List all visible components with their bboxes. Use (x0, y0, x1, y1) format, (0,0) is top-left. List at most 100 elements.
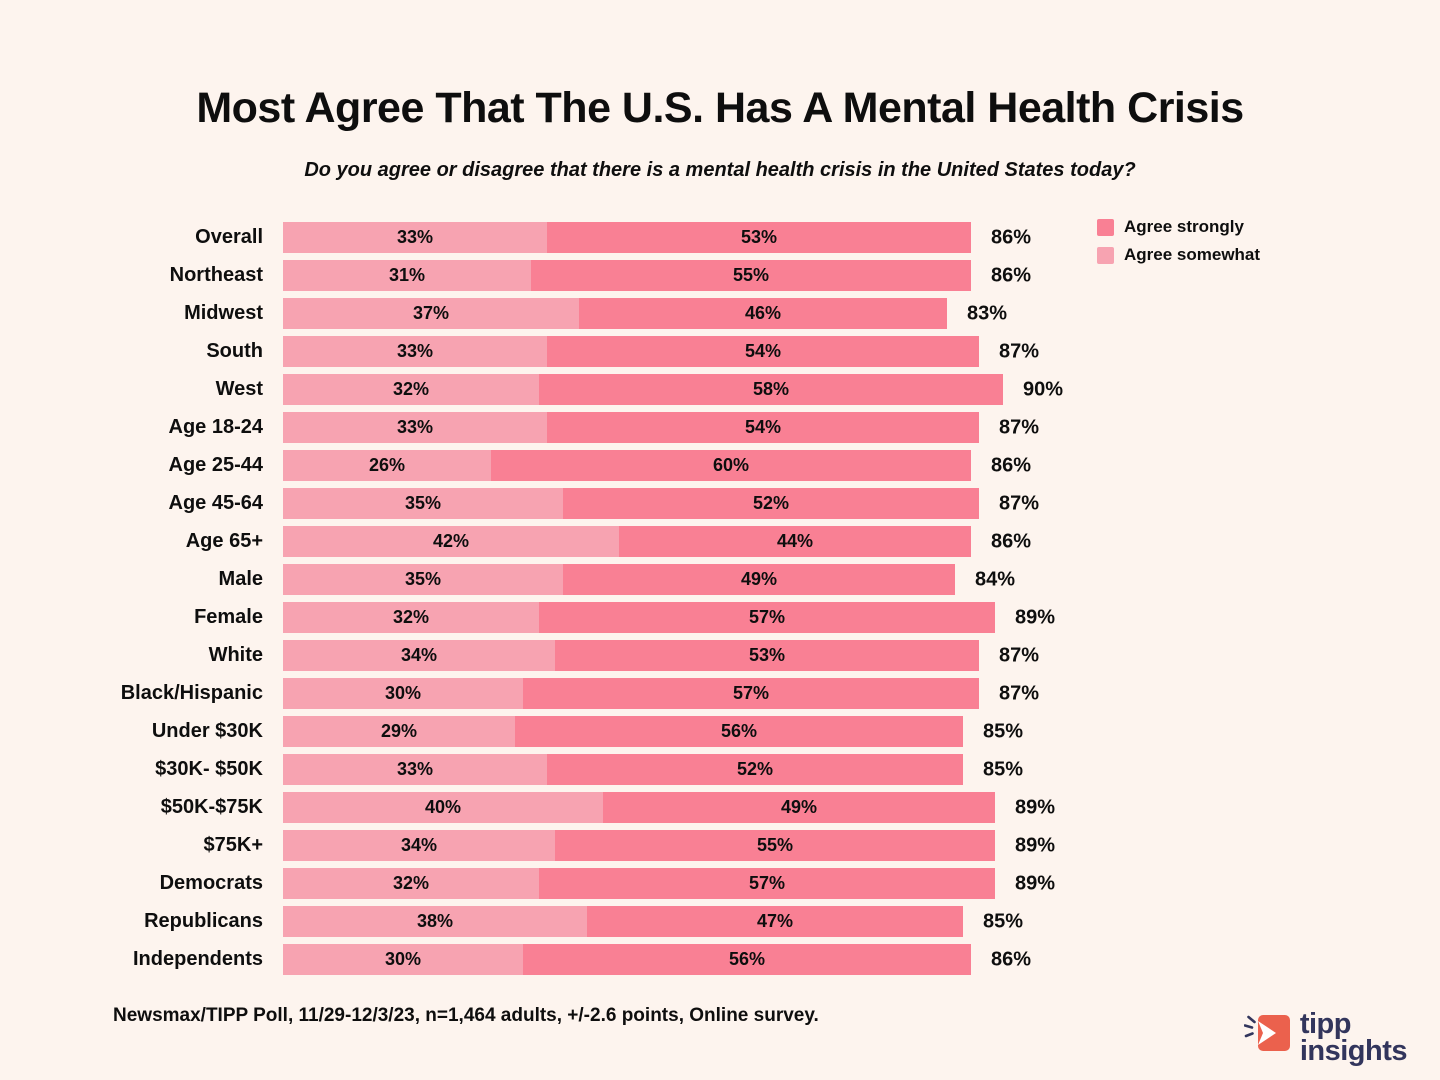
segment-value-label: 49% (780, 797, 818, 817)
segment-value-label: 33% (396, 759, 434, 779)
segment-value-label: 55% (732, 265, 770, 285)
segment-value-label: 30% (384, 949, 422, 969)
bar-row-white: White 34% 53% 87% (113, 640, 1440, 671)
segment-value-label: 32% (392, 379, 430, 399)
segment-value-label: 35% (404, 569, 442, 589)
bar-segment-agree-strongly: 54% (547, 336, 979, 367)
segment-value-label: 46% (744, 303, 782, 323)
bar-track: 40% 49% 89% (283, 792, 1083, 823)
bar-row-male: Male 35% 49% 84% (113, 564, 1440, 595)
segment-value-label: 34% (400, 835, 438, 855)
category-label: Overall (195, 226, 263, 248)
segment-value-label: 42% (432, 531, 470, 551)
legend-item-agree-somewhat: Agree somewhat (1097, 245, 1260, 265)
bar-segment-agree-somewhat: 32% (283, 868, 539, 899)
bar-segment-agree-somewhat: 38% (283, 906, 587, 937)
bar-segment-agree-strongly: 57% (539, 868, 995, 899)
bar-segment-agree-strongly: 46% (579, 298, 947, 329)
bar-track: 30% 57% 87% (283, 678, 1083, 709)
total-value-label: 86% (991, 454, 1032, 476)
segment-value-label: 32% (392, 873, 430, 893)
total-value-label: 90% (1023, 378, 1064, 400)
segment-value-label: 30% (384, 683, 422, 703)
category-label: West (215, 378, 263, 400)
bar-row-west: West 32% 58% 90% (113, 374, 1440, 405)
bar-segment-agree-somewhat: 42% (283, 526, 619, 557)
category-label: Republicans (144, 910, 263, 932)
category-label: Age 45-64 (168, 492, 264, 514)
total-value-label: 89% (1015, 872, 1056, 894)
bar-segment-agree-strongly: 60% (491, 450, 971, 481)
segment-value-label: 55% (756, 835, 794, 855)
bar-segment-agree-strongly: 52% (547, 754, 963, 785)
bar-segment-agree-somewhat: 33% (283, 222, 547, 253)
bar-segment-agree-somewhat: 37% (283, 298, 579, 329)
bar-track: 33% 53% 86% (283, 222, 1083, 253)
bar-row-midwest: Midwest 37% 46% 83% (113, 298, 1440, 329)
bar-track: 37% 46% 83% (283, 298, 1083, 329)
category-label: $50K-$75K (160, 796, 263, 818)
category-label: Age 18-24 (168, 416, 264, 438)
bar-segment-agree-strongly: 49% (563, 564, 955, 595)
bar-row-75k: $75K+ 34% 55% 89% (113, 830, 1440, 861)
bar-row-age-25-44: Age 25-44 26% 60% 86% (113, 450, 1440, 481)
bar-row-northeast: Northeast 31% 55% 86% (113, 260, 1440, 291)
bar-segment-agree-strongly: 56% (523, 944, 971, 975)
segment-value-label: 44% (776, 531, 814, 551)
segment-value-label: 56% (720, 721, 758, 741)
bar-row-republicans: Republicans 38% 47% 85% (113, 906, 1440, 937)
category-label: Democrats (159, 872, 263, 894)
category-label: $75K+ (203, 834, 264, 856)
segment-value-label: 54% (744, 341, 782, 361)
total-value-label: 84% (975, 568, 1016, 590)
segment-value-label: 56% (728, 949, 766, 969)
total-value-label: 86% (991, 948, 1032, 970)
bar-track: 35% 49% 84% (283, 564, 1083, 595)
bar-row-50k-75k: $50K-$75K 40% 49% 89% (113, 792, 1440, 823)
bar-track: 26% 60% 86% (283, 450, 1083, 481)
megaphone-icon (1243, 1014, 1290, 1051)
bar-segment-agree-strongly: 54% (547, 412, 979, 443)
segment-value-label: 57% (748, 873, 786, 893)
total-value-label: 87% (999, 416, 1040, 438)
category-label: Under $30K (151, 720, 263, 742)
bar-segment-agree-strongly: 52% (563, 488, 979, 519)
bar-segment-agree-strongly: 57% (539, 602, 995, 633)
bar-track: 33% 54% 87% (283, 412, 1083, 443)
segment-value-label: 33% (396, 417, 434, 437)
bar-track: 35% 52% 87% (283, 488, 1083, 519)
segment-value-label: 38% (416, 911, 454, 931)
bar-track: 34% 55% 89% (283, 830, 1083, 861)
segment-value-label: 47% (756, 911, 794, 931)
total-value-label: 83% (967, 302, 1008, 324)
bar-segment-agree-somewhat: 35% (283, 488, 563, 519)
bar-track: 33% 52% 85% (283, 754, 1083, 785)
bar-row-age-18-24: Age 18-24 33% 54% 87% (113, 412, 1440, 443)
bar-segment-agree-strongly: 53% (555, 640, 979, 671)
total-value-label: 87% (999, 682, 1040, 704)
bar-track: 42% 44% 86% (283, 526, 1083, 557)
segment-value-label: 58% (752, 379, 790, 399)
total-value-label: 89% (1015, 606, 1056, 628)
segment-value-label: 34% (400, 645, 438, 665)
chart-title: Most Agree That The U.S. Has A Mental He… (196, 84, 1244, 132)
bar-segment-agree-somewhat: 32% (283, 374, 539, 405)
bar-track: 32% 58% 90% (283, 374, 1083, 405)
bar-track: 34% 53% 87% (283, 640, 1083, 671)
segment-value-label: 52% (752, 493, 790, 513)
legend-label: Agree somewhat (1124, 245, 1261, 264)
bar-row-under-30k: Under $30K 29% 56% 85% (113, 716, 1440, 747)
bar-segment-agree-strongly: 56% (515, 716, 963, 747)
segment-value-label: 37% (412, 303, 450, 323)
bar-segment-agree-somewhat: 33% (283, 336, 547, 367)
bar-row-30k-50k: $30K- $50K 33% 52% 85% (113, 754, 1440, 785)
bar-track: 38% 47% 85% (283, 906, 1083, 937)
segment-value-label: 49% (740, 569, 778, 589)
total-value-label: 89% (1015, 834, 1056, 856)
segment-value-label: 29% (380, 721, 418, 741)
legend-swatch-agree-strongly (1097, 218, 1114, 236)
segment-value-label: 53% (748, 645, 786, 665)
bar-segment-agree-strongly: 58% (539, 374, 1003, 405)
segment-value-label: 33% (396, 341, 434, 361)
bar-segment-agree-somewhat: 33% (283, 412, 547, 443)
